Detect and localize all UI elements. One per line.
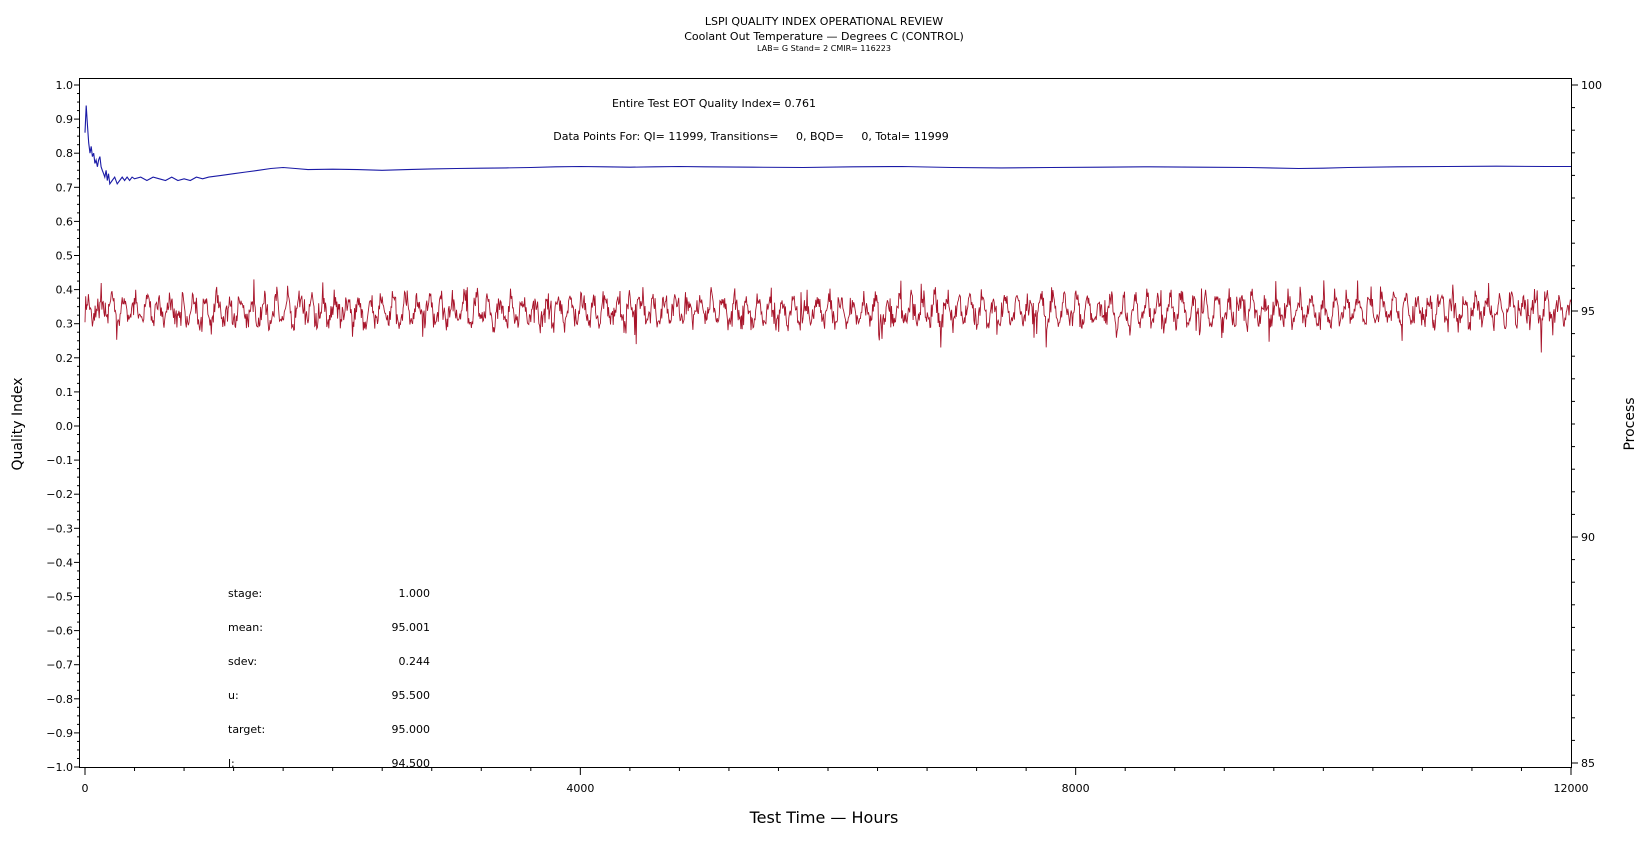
quality-index-line — [84, 105, 1571, 186]
y-tick-label: 0.7 — [56, 181, 74, 194]
stat-label: l: — [228, 757, 235, 770]
y-tick-label: −1.0 — [46, 761, 73, 774]
stat-value: 95.000 — [392, 723, 431, 736]
y-tick-label: 0.3 — [56, 318, 74, 331]
y-tick-label: 0.4 — [56, 284, 74, 297]
stat-label: stage: — [228, 587, 262, 600]
process-line — [84, 279, 1572, 353]
y-tick-label: −0.5 — [46, 591, 73, 604]
stat-label: sdev: — [228, 655, 257, 668]
series-layer — [84, 105, 1572, 353]
y-tick-label: −0.9 — [46, 727, 73, 740]
chart-title: LSPI QUALITY INDEX OPERATIONAL REVIEW — [705, 15, 943, 28]
chart-subtitle-lab: LAB= G Stand= 2 CMIR= 116223 — [757, 44, 891, 53]
y-tick-label: 0.6 — [56, 215, 74, 228]
y2-tick-label: 100 — [1581, 79, 1602, 92]
x-tick-label: 0 — [82, 782, 89, 795]
y-tick-label: −0.7 — [46, 659, 73, 672]
y-tick-label: 0.9 — [56, 113, 74, 126]
stat-value: 0.244 — [399, 655, 431, 668]
y-axis-label: Quality Index — [10, 377, 26, 470]
stat-label: target: — [228, 723, 265, 736]
y2-tick-label: 95 — [1581, 305, 1595, 318]
y-tick-label: 0.5 — [56, 250, 74, 263]
y-tick-label: −0.8 — [46, 693, 73, 706]
stat-label: mean: — [228, 621, 263, 634]
x-tick-label: 12000 — [1554, 782, 1589, 795]
stat-value: 94.500 — [392, 757, 431, 770]
x-tick-label: 4000 — [566, 782, 594, 795]
data-points-annotation: Data Points For: QI= 11999, Transitions=… — [553, 130, 948, 143]
y-tick-label: −0.2 — [46, 488, 73, 501]
y-tick-label: −0.4 — [46, 556, 73, 569]
y-tick-label: −0.3 — [46, 522, 73, 535]
y-tick-label: 0.2 — [56, 352, 74, 365]
axes: 1.0 0.9 0.8 0.7 0.6 0.5 0.4 0.3 0.2 0.1 0.0 −0.1 −0.… — [46, 79, 1602, 795]
y-tick-label: 0.0 — [56, 420, 74, 433]
x-axis-label: Test Time — Hours — [749, 808, 899, 827]
plot-frame — [79, 78, 1572, 768]
stat-value: 95.001 — [392, 621, 431, 634]
stat-value: 95.500 — [392, 689, 431, 702]
x-tick-label: 8000 — [1062, 782, 1090, 795]
y2-tick-label: 90 — [1581, 531, 1595, 544]
qi-annotation: Entire Test EOT Quality Index= 0.761 — [612, 97, 816, 110]
y-tick-label: −0.1 — [46, 454, 73, 467]
y-tick-label: −0.6 — [46, 625, 73, 638]
stats-table: stage: 1.000 mean: 95.001 sdev: 0.244 u: 95.500… — [228, 587, 430, 770]
stat-value: 1.000 — [399, 587, 431, 600]
y-tick-label: 1.0 — [56, 79, 74, 92]
chart-subtitle: Coolant Out Temperature — Degrees C (CON… — [684, 30, 964, 43]
y2-axis-label: Process — [1622, 397, 1638, 450]
y2-tick-label: 85 — [1581, 757, 1595, 770]
y-tick-label: 0.1 — [56, 386, 74, 399]
stat-label: u: — [228, 689, 239, 702]
y-tick-label: 0.8 — [56, 147, 74, 160]
